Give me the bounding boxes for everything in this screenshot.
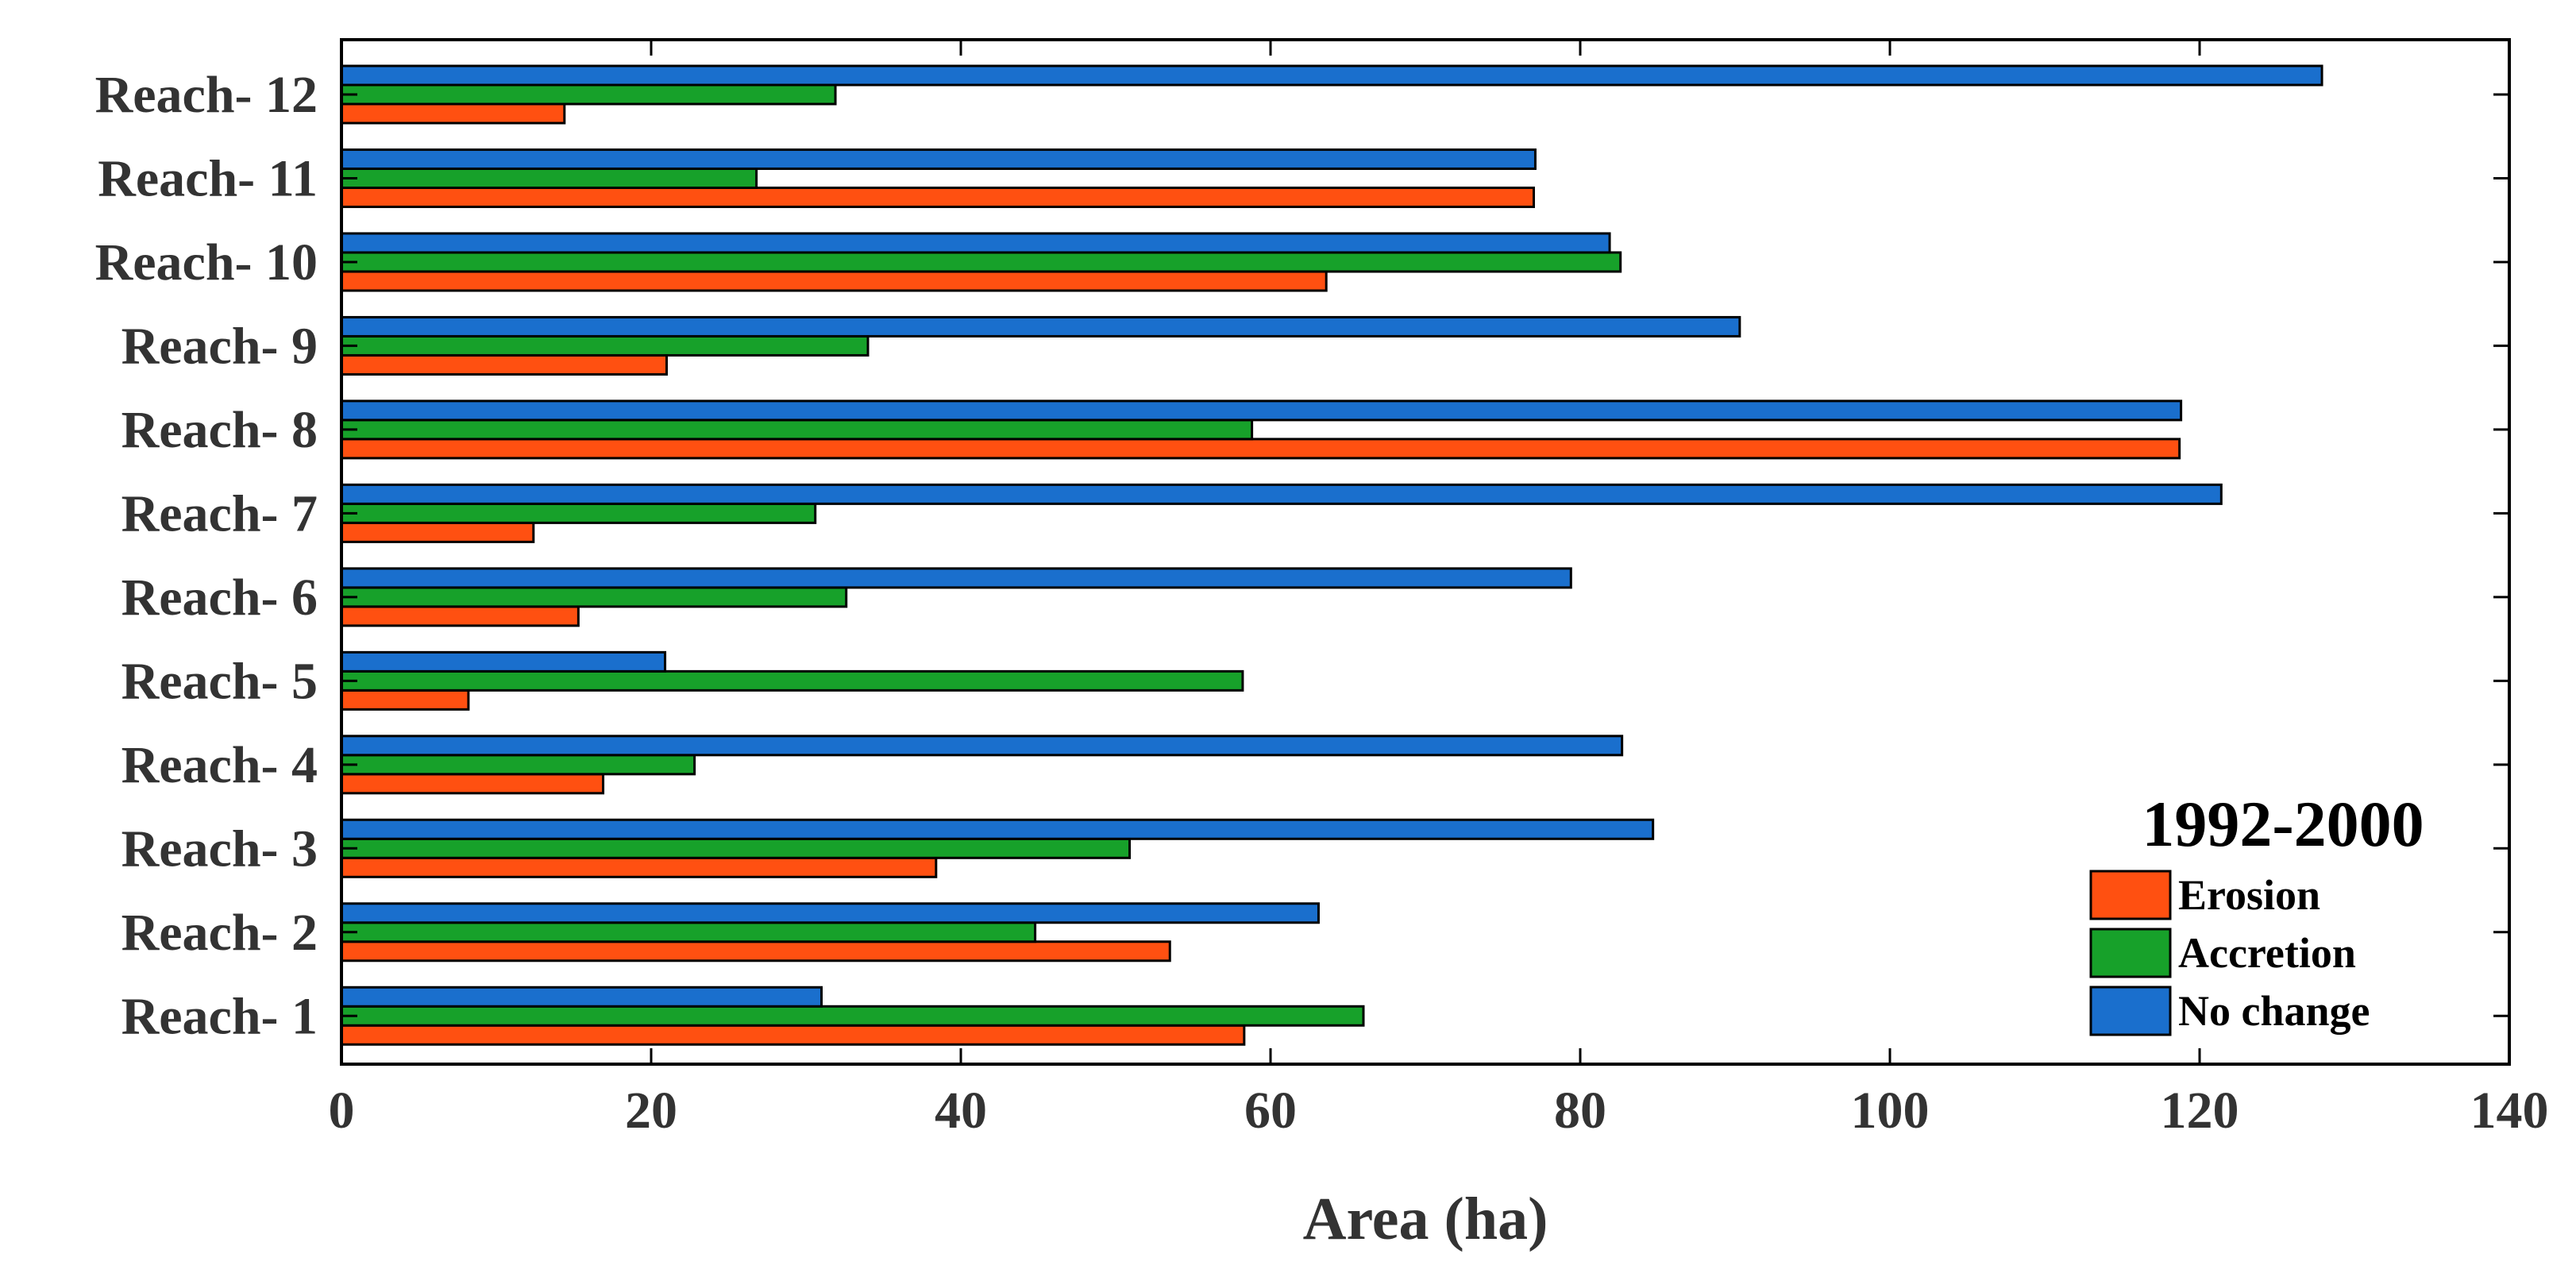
x-tick-label: 0 bbox=[329, 1082, 355, 1140]
y-tick-label: Reach- 9 bbox=[121, 317, 318, 375]
bar-no-change-9 bbox=[340, 315, 1741, 338]
bar-erosion-11 bbox=[340, 186, 1535, 208]
bar-no-change-10 bbox=[340, 232, 1611, 254]
y-tick-label: Reach- 4 bbox=[121, 736, 318, 794]
bar-no-change-7 bbox=[340, 483, 2223, 505]
y-tick-label: Reach- 1 bbox=[121, 987, 318, 1045]
bar-accretion-12 bbox=[340, 83, 837, 106]
x-axis-title: Area (ha) bbox=[1303, 1186, 1548, 1252]
bar-erosion-1 bbox=[340, 1024, 1246, 1046]
x-tick-label: 140 bbox=[2470, 1082, 2549, 1140]
bar-accretion-1 bbox=[340, 1005, 1365, 1027]
bar-accretion-8 bbox=[340, 419, 1254, 441]
y-tick-label: Reach- 11 bbox=[98, 149, 318, 207]
bar-no-change-6 bbox=[340, 567, 1572, 589]
y-tick-label: Reach- 3 bbox=[121, 820, 318, 878]
bar-erosion-4 bbox=[340, 773, 605, 795]
bar-accretion-10 bbox=[340, 251, 1622, 273]
bar-erosion-3 bbox=[340, 856, 938, 878]
bars-layer bbox=[340, 64, 2323, 1046]
x-tick-label: 80 bbox=[1554, 1082, 1606, 1140]
y-tick-label: Reach- 8 bbox=[121, 401, 318, 459]
bar-erosion-6 bbox=[340, 605, 580, 627]
bar-no-change-8 bbox=[340, 399, 2183, 422]
bar-no-change-5 bbox=[340, 650, 667, 673]
x-tick-label: 20 bbox=[625, 1082, 677, 1140]
bar-accretion-9 bbox=[340, 334, 870, 357]
bar-accretion-3 bbox=[340, 837, 1132, 859]
y-tick-label: Reach- 7 bbox=[121, 484, 318, 542]
legend-label: No change bbox=[2178, 987, 2370, 1035]
bar-no-change-12 bbox=[340, 64, 2323, 87]
x-tick-label: 60 bbox=[1244, 1082, 1297, 1140]
bar-no-change-2 bbox=[340, 902, 1320, 924]
bar-no-change-4 bbox=[340, 735, 1624, 757]
bar-erosion-2 bbox=[340, 940, 1171, 962]
y-tick-label: Reach- 5 bbox=[121, 652, 318, 710]
plot-frame bbox=[340, 38, 2511, 1066]
bar-erosion-7 bbox=[340, 521, 535, 543]
legend-swatch-no-change bbox=[2089, 986, 2172, 1036]
bar-erosion-9 bbox=[340, 353, 668, 376]
y-tick-label: Reach- 10 bbox=[95, 233, 318, 291]
bar-accretion-6 bbox=[340, 586, 848, 608]
bar-accretion-5 bbox=[340, 669, 1244, 692]
y-tick-label: Reach- 6 bbox=[121, 569, 318, 627]
bar-no-change-3 bbox=[340, 818, 1655, 840]
y-tick-label: Reach- 12 bbox=[95, 66, 318, 124]
bar-erosion-5 bbox=[340, 689, 470, 711]
legend-title: 1992-2000 bbox=[2142, 788, 2424, 860]
legend-swatch-erosion bbox=[2089, 870, 2172, 920]
legend-items: Erosion Accretion No change bbox=[2089, 870, 2370, 1036]
bar-erosion-12 bbox=[340, 102, 566, 125]
legend-label: Erosion bbox=[2178, 871, 2320, 919]
x-tick-label: 40 bbox=[935, 1082, 987, 1140]
bar-accretion-2 bbox=[340, 921, 1037, 943]
bar-erosion-8 bbox=[340, 438, 2181, 460]
bar-no-change-11 bbox=[340, 148, 1537, 170]
x-tick-label: 100 bbox=[1851, 1082, 1930, 1140]
bar-erosion-10 bbox=[340, 270, 1328, 292]
x-tick-label: 120 bbox=[2161, 1082, 2239, 1140]
legend-swatch-accretion bbox=[2089, 928, 2172, 978]
legend: 1992-2000 Erosion Accretion No change bbox=[2089, 788, 2424, 1036]
legend-label: Accretion bbox=[2178, 929, 2356, 977]
bar-no-change-1 bbox=[340, 986, 823, 1008]
bar-accretion-7 bbox=[340, 502, 817, 524]
y-tick-label: Reach- 2 bbox=[121, 904, 318, 962]
x-axis: 0 20 40 60 80 100 120 140 bbox=[329, 40, 2549, 1140]
y-axis: Reach- 1 Reach- 2 Reach- 3 Reach- 4 Reach- 5… bbox=[95, 66, 2509, 1045]
bar-accretion-4 bbox=[340, 754, 696, 776]
bar-accretion-11 bbox=[340, 167, 758, 189]
